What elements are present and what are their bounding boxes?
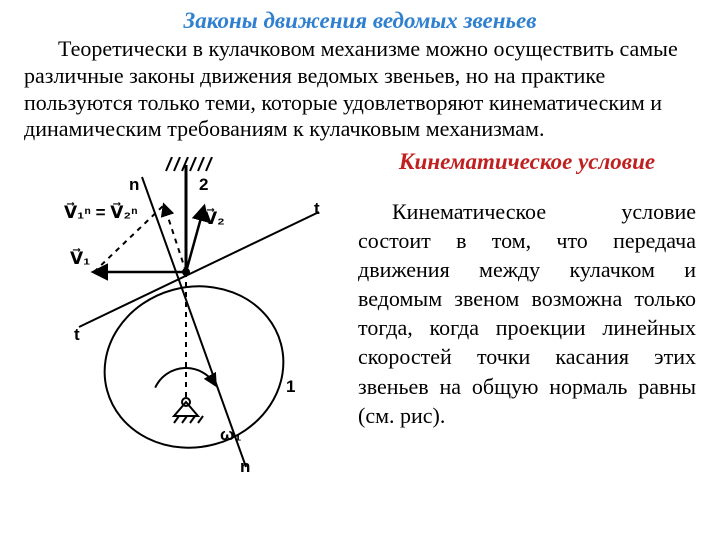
content-row: 2 t t n n 1 ω₁ V⃗₂ V⃗₁ V⃗₁ⁿ = V⃗₂ⁿ Кинем… (24, 149, 696, 487)
kinematic-figure: 2 t t n n 1 ω₁ V⃗₂ V⃗₁ V⃗₁ⁿ = V⃗₂ⁿ (24, 157, 344, 487)
label-vn: V⃗₁ⁿ = V⃗₂ⁿ (64, 203, 138, 223)
label-v2: V⃗₂ (204, 209, 225, 229)
label-t-upper: t (314, 199, 320, 219)
intro-paragraph: Теоретически в кулачковом механизме можн… (24, 36, 696, 143)
right-column: Кинематическое условие Кинематическое ус… (358, 149, 696, 451)
body-text: Кинематическое условие состоит в том, чт… (358, 199, 696, 427)
label-t-lower: t (74, 325, 80, 345)
label-n-lower: n (240, 457, 250, 477)
label-2: 2 (199, 175, 208, 195)
page-title: Законы движения ведомых звеньев (24, 8, 696, 34)
kinematic-subheading: Кинематическое условие (358, 149, 696, 175)
label-omega: ω₁ (220, 425, 241, 445)
intro-text: Теоретически в кулачковом механизме можн… (24, 36, 678, 141)
label-1: 1 (286, 377, 295, 397)
label-n-upper: n (129, 175, 139, 195)
body-paragraph: Кинематическое условие состоит в том, чт… (358, 197, 696, 429)
label-v1: V⃗₁ (70, 249, 90, 269)
